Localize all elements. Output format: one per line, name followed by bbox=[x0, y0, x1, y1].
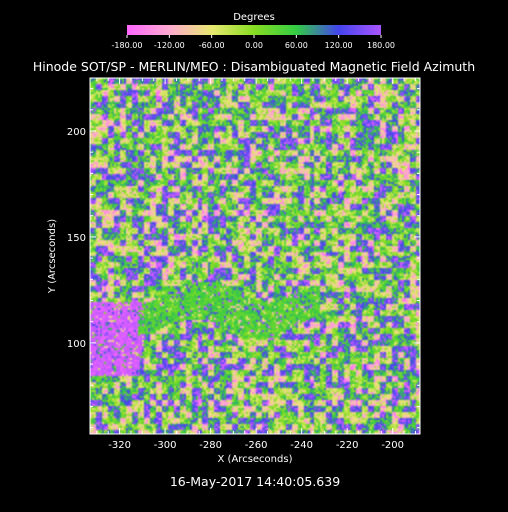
x-tick-label: -240 bbox=[290, 440, 313, 451]
timestamp: 16-May-2017 14:40:05.639 bbox=[170, 474, 340, 489]
chart-title: Hinode SOT/SP - MERLIN/MEO : Disambiguat… bbox=[33, 59, 475, 74]
colorbar-tick-label: -60.00 bbox=[199, 41, 225, 50]
x-axis-label: X (Arcseconds) bbox=[218, 454, 293, 465]
y-tick-label: 200 bbox=[67, 127, 86, 138]
y-tick-label: 150 bbox=[67, 233, 86, 244]
colorbar-ticks: -180.00 -120.00 -60.00 0.00 60.00 120.00 180.0… bbox=[112, 35, 395, 50]
y-tick-label: 100 bbox=[67, 339, 86, 350]
colorbar-tick-label: 60.00 bbox=[285, 41, 308, 50]
x-tick-label: -320 bbox=[108, 440, 131, 451]
x-tick-label: -300 bbox=[154, 440, 177, 451]
colorbar-title: Degrees bbox=[233, 12, 275, 23]
colorbar-tick-label: -180.00 bbox=[112, 41, 143, 50]
colorbar-tick-label: 120.00 bbox=[325, 41, 353, 50]
x-tick-label: -260 bbox=[245, 440, 268, 451]
colorbar bbox=[127, 25, 381, 35]
y-axis-label: Y (Arcseconds) bbox=[47, 219, 58, 294]
colorbar-tick-label: 0.00 bbox=[245, 41, 263, 50]
plot-frame bbox=[89, 77, 421, 435]
y-axis-ticks: 100 150 200 bbox=[67, 88, 420, 429]
x-axis-ticks: -320 -300 -280 -260 -240 -220 -200 bbox=[96, 78, 416, 451]
x-tick-label: -200 bbox=[381, 440, 404, 451]
colorbar-tick-label: -120.00 bbox=[154, 41, 185, 50]
x-tick-label: -280 bbox=[199, 440, 222, 451]
azimuth-heatmap bbox=[90, 78, 420, 434]
x-tick-label: -220 bbox=[336, 440, 359, 451]
colorbar-tick-label: 180.00 bbox=[367, 41, 395, 50]
